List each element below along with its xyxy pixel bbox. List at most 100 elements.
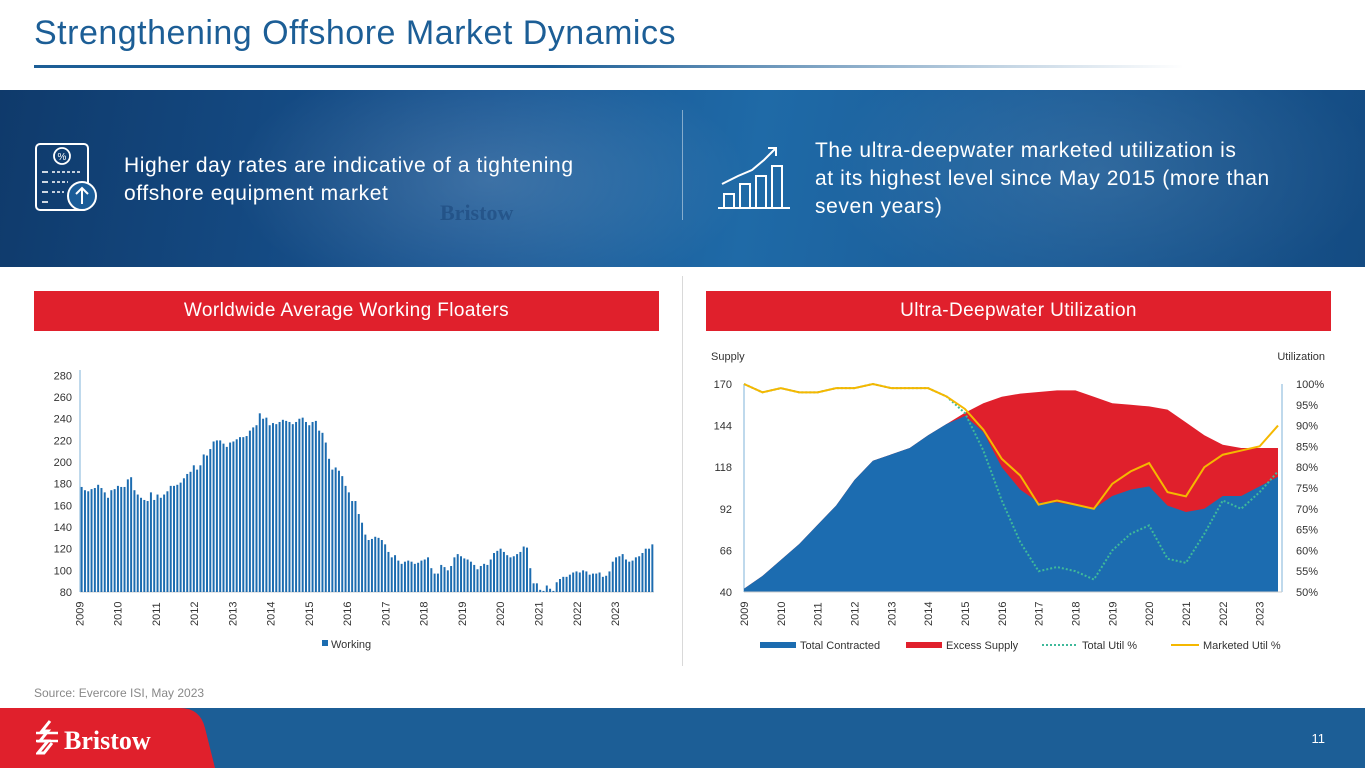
banner-divider (682, 110, 683, 220)
floater-bar (562, 576, 565, 592)
x-tick-label: 2019 (1107, 602, 1119, 626)
y-right-tick-label: 75% (1296, 483, 1318, 495)
floater-bar (509, 557, 512, 592)
floater-bar (486, 564, 489, 592)
floater-bar (433, 573, 436, 592)
floater-bar (565, 576, 568, 592)
footer-logo-area (0, 708, 215, 768)
floater-bar (344, 485, 347, 592)
floater-bar (539, 589, 542, 592)
y-right-tick-label: 95% (1296, 400, 1318, 412)
y-left-tick-label: 92 (720, 504, 732, 516)
floater-bar (502, 551, 505, 592)
floater-bar (334, 467, 337, 592)
floater-bar (466, 559, 469, 592)
floater-bar (469, 561, 472, 592)
left-takeaway-line: Higher day rates are indicative of a tig… (124, 154, 574, 177)
floater-bar (186, 473, 189, 592)
floater-bar (113, 489, 116, 592)
floater-bar (140, 497, 143, 592)
y-left-tick-label: 40 (720, 587, 732, 599)
floater-bar (110, 490, 113, 592)
x-tick-label: 2022 (1218, 602, 1230, 626)
floater-bar (156, 494, 159, 592)
y-tick-label: 220 (54, 435, 72, 447)
floater-bar (245, 436, 248, 592)
x-tick-label: 2009 (74, 602, 86, 626)
floater-bar (456, 554, 459, 592)
floater-bar (400, 563, 403, 592)
floater-bar (641, 553, 644, 592)
floater-bar (341, 476, 344, 592)
floater-bar (331, 469, 334, 592)
left-takeaway-line: offshore equipment market (124, 182, 389, 205)
floater-bar (182, 478, 185, 592)
right-chart-header: Ultra-Deepwater Utilization (706, 291, 1331, 331)
x-tick-label: 2022 (572, 602, 584, 626)
floater-bar (403, 561, 406, 592)
y-left-tick-label: 170 (714, 379, 732, 391)
floater-bar (225, 446, 228, 592)
right-takeaway-line: The ultra-deepwater marketed utilization… (815, 139, 1237, 162)
floater-bar (364, 534, 367, 592)
floater-bar (608, 571, 611, 592)
floater-bar (304, 421, 307, 592)
floater-bar (285, 420, 288, 592)
floater-bar (255, 425, 258, 592)
floater-bar (549, 588, 552, 592)
right-takeaway-line: at its highest level since May 2015 (mor… (815, 167, 1270, 190)
floater-bar (558, 579, 561, 592)
banner-highlight (820, 90, 1365, 267)
floater-bar (291, 424, 294, 592)
floater-bar (532, 583, 535, 592)
floater-bar (235, 439, 238, 592)
legend-label: Marketed Util % (1203, 640, 1281, 652)
floater-bar (298, 418, 301, 592)
x-tick-label: 2020 (1144, 602, 1156, 626)
floater-bar (232, 441, 235, 592)
floater-bar (337, 470, 340, 592)
floater-bar (552, 590, 555, 592)
right-takeaway: The ultra-deepwater marketed utilization… (815, 137, 1270, 221)
floater-bar (624, 559, 627, 592)
floater-bar (361, 522, 364, 592)
floater-bar (615, 557, 618, 592)
floater-bar (634, 557, 637, 592)
x-tick-label: 2013 (886, 602, 898, 626)
floater-bar (591, 573, 594, 592)
floater-bar (450, 566, 453, 592)
page-title: Strengthening Offshore Market Dynamics (34, 14, 676, 52)
y-right-tick-label: 55% (1296, 566, 1318, 578)
y-tick-label: 280 (54, 370, 72, 382)
floater-bar (202, 454, 205, 592)
legend-swatch (760, 642, 796, 648)
floater-bar (199, 465, 202, 592)
floater-bar (252, 427, 255, 592)
floater-bar (522, 546, 525, 592)
floater-bar (535, 583, 538, 592)
left-takeaway: Higher day rates are indicative of a tig… (124, 152, 574, 208)
floater-bar (453, 557, 456, 592)
floater-bar (90, 489, 93, 592)
floater-bar (100, 488, 103, 592)
floater-bar (146, 501, 149, 592)
x-tick-label: 2021 (1181, 602, 1193, 626)
floater-bar (618, 556, 621, 592)
x-tick-label: 2011 (813, 602, 825, 626)
floater-bar (499, 548, 502, 592)
floater-bar (638, 556, 641, 592)
floater-bar (483, 563, 486, 592)
x-tick-label: 2018 (419, 602, 431, 626)
floater-bar (308, 425, 311, 592)
floater-bar (275, 424, 278, 592)
y-right-tick-label: 60% (1296, 545, 1318, 557)
floater-bar (268, 425, 271, 592)
x-tick-label: 2009 (739, 602, 751, 626)
x-tick-label: 2014 (266, 602, 278, 626)
x-tick-label: 2018 (1070, 602, 1082, 626)
floater-bar (229, 442, 232, 592)
x-tick-label: 2016 (342, 602, 354, 626)
x-tick-label: 2010 (776, 602, 788, 626)
floater-bar (133, 490, 136, 592)
